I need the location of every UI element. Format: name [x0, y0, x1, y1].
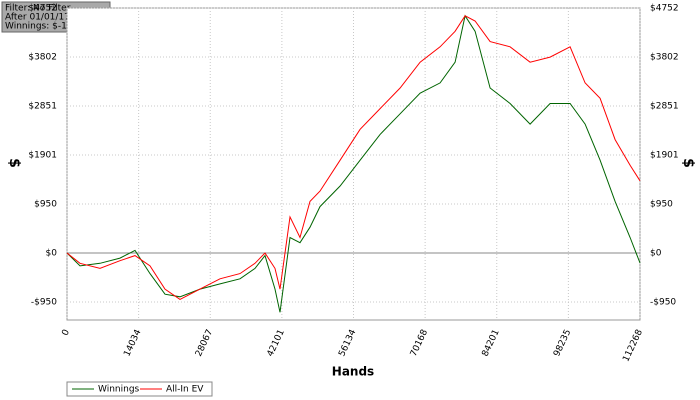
series-line: [66, 14, 641, 313]
y-tick-label: $4752: [28, 4, 57, 14]
y2-tick-label: $950: [650, 200, 673, 210]
legend: [66, 381, 213, 397]
y-tick-label: $3802: [28, 52, 57, 62]
series-line: [66, 15, 641, 300]
info-filter: Filter: No Filter: [5, 4, 71, 14]
info-date: After 01/01/17 00:00:00: [5, 13, 113, 23]
y-tick-label: $1901: [28, 150, 57, 160]
legend-label: Winnings: [98, 385, 140, 395]
x-tick-label: 0: [60, 328, 72, 338]
y2-tick-label: $4752: [650, 4, 679, 14]
y2-axis-label: $: [680, 158, 696, 168]
x-axis-label: Hands: [332, 365, 374, 379]
y-tick-label: $950: [34, 200, 57, 210]
y2-tick-label: -$950: [650, 297, 676, 307]
y2-tick-label: $3802: [650, 52, 679, 62]
y2-tick-label: $2851: [650, 102, 679, 112]
y-axis-label: $: [6, 158, 22, 168]
y-tick-label: -$950: [31, 297, 57, 307]
y2-tick-label: $0: [650, 248, 662, 258]
y-tick-label: $0: [46, 248, 58, 258]
legend-label: All-In EV: [166, 385, 204, 395]
info-winnings: Winnings: $-194.44: [5, 22, 93, 32]
y2-tick-label: $1901: [650, 150, 679, 160]
y-tick-label: $2851: [28, 102, 57, 112]
